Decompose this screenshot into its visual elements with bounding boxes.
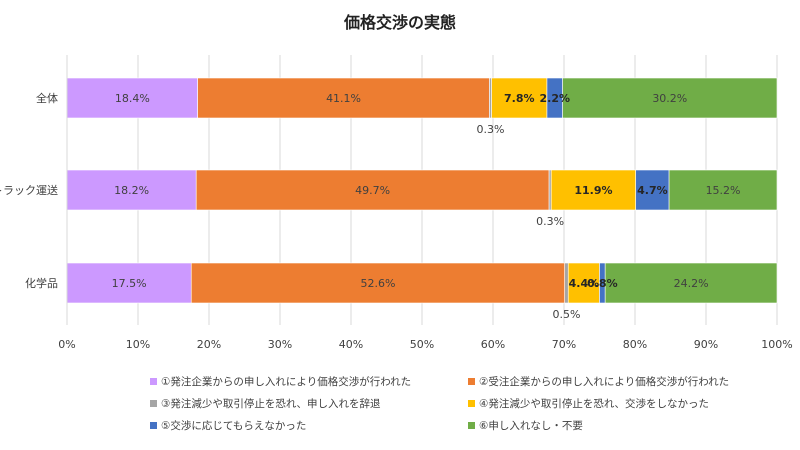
bar-segment: [567, 262, 600, 304]
legend-swatch: [150, 399, 157, 407]
axes: 0% 10% 20% 30% 40% 50% 60% 70% 80% 90% 100% 全体トラック運…: [0, 55, 793, 351]
x-tick-label: 10%: [126, 338, 150, 351]
x-tick-label: 100%: [761, 338, 792, 351]
bars: [66, 77, 778, 304]
data-label: 0.5%: [553, 308, 581, 321]
data-label: 7.8%: [504, 92, 535, 105]
bar-segment: [66, 262, 192, 304]
legend-swatch: [150, 421, 157, 429]
legend-swatch: [468, 377, 475, 385]
x-tick-label: 50%: [410, 338, 434, 351]
legend-label: ②受注企業からの申し入れにより価格交渉が行われた: [479, 375, 730, 388]
data-label: 11.9%: [574, 184, 612, 197]
legend-label: ①発注企業からの申し入れにより価格交渉が行われた: [161, 375, 412, 388]
legend: ①発注企業からの申し入れにより価格交渉が行われた ②受注企業からの申し入れにより価…: [150, 373, 790, 433]
data-label: 0.3%: [536, 215, 564, 228]
legend-label: ⑤交渉に応じてもらえなかった: [161, 419, 307, 432]
bar-segment: [197, 77, 490, 119]
legend-item: ②受注企業からの申し入れにより価格交渉が行われた: [468, 373, 786, 389]
data-label: 2.2%: [540, 92, 571, 105]
legend-item: ③発注減少や取引停止を恐れ、申し入れを辞退: [150, 395, 468, 411]
bar-segment: [668, 169, 778, 211]
x-tick-label: 20%: [197, 338, 221, 351]
data-label: 30.2%: [652, 92, 687, 105]
data-label: 0.8%: [587, 277, 618, 290]
x-tick-label: 40%: [339, 338, 363, 351]
data-labels: 18.4% 41.1% 0.3% 7.8% 2.2% 30.2% 18.2% 49.7% 0.3…: [112, 92, 741, 321]
data-label: 24.2%: [674, 277, 709, 290]
legend-swatch: [468, 399, 475, 407]
data-label: 49.7%: [355, 184, 390, 197]
x-tick-label: 0%: [58, 338, 75, 351]
legend-label: ③発注減少や取引停止を恐れ、申し入れを辞退: [161, 397, 381, 410]
bar-segment: [548, 169, 552, 211]
data-label: 18.2%: [114, 184, 149, 197]
x-tick-label: 90%: [694, 338, 718, 351]
legend-label: ④発注減少や取引停止を恐れ、交渉をしなかった: [479, 397, 710, 410]
category-label: 化学品: [25, 276, 58, 290]
legend-label: ⑥申し入れなし・不要: [479, 419, 583, 432]
legend-item: ⑥申し入れなし・不要: [468, 417, 786, 433]
chart-title: 価格交渉の実態: [343, 13, 456, 32]
category-label: トラック運送: [0, 183, 58, 197]
data-label: 18.4%: [115, 92, 150, 105]
x-tick-label: 60%: [481, 338, 505, 351]
bar-segment: [66, 77, 198, 119]
legend-item: ①発注企業からの申し入れにより価格交渉が行われた: [150, 373, 468, 389]
legend-swatch: [468, 421, 475, 429]
data-label: 4.4%: [569, 277, 600, 290]
data-label: 41.1%: [326, 92, 361, 105]
bar-segment: [550, 169, 637, 211]
legend-item: ④発注減少や取引停止を恐れ、交渉をしなかった: [468, 395, 786, 411]
data-label: 52.6%: [361, 277, 396, 290]
legend-item: ⑤交渉に応じてもらえなかった: [150, 417, 468, 433]
data-label: 17.5%: [112, 277, 147, 290]
data-label: 4.7%: [637, 184, 668, 197]
x-tick-label: 80%: [623, 338, 647, 351]
x-tick-label: 70%: [552, 338, 576, 351]
bar-segment: [491, 77, 548, 119]
legend-swatch: [150, 377, 157, 385]
bar-segment: [604, 262, 778, 304]
category-label: 全体: [36, 91, 58, 105]
data-label: 0.3%: [477, 123, 505, 136]
x-tick-label: 30%: [268, 338, 292, 351]
bar-segment: [195, 169, 550, 211]
bar-segment: [489, 77, 492, 119]
bar-segment: [190, 262, 566, 304]
bar-segment: [562, 77, 778, 119]
bar-segment: [635, 169, 670, 211]
data-label: 15.2%: [706, 184, 741, 197]
